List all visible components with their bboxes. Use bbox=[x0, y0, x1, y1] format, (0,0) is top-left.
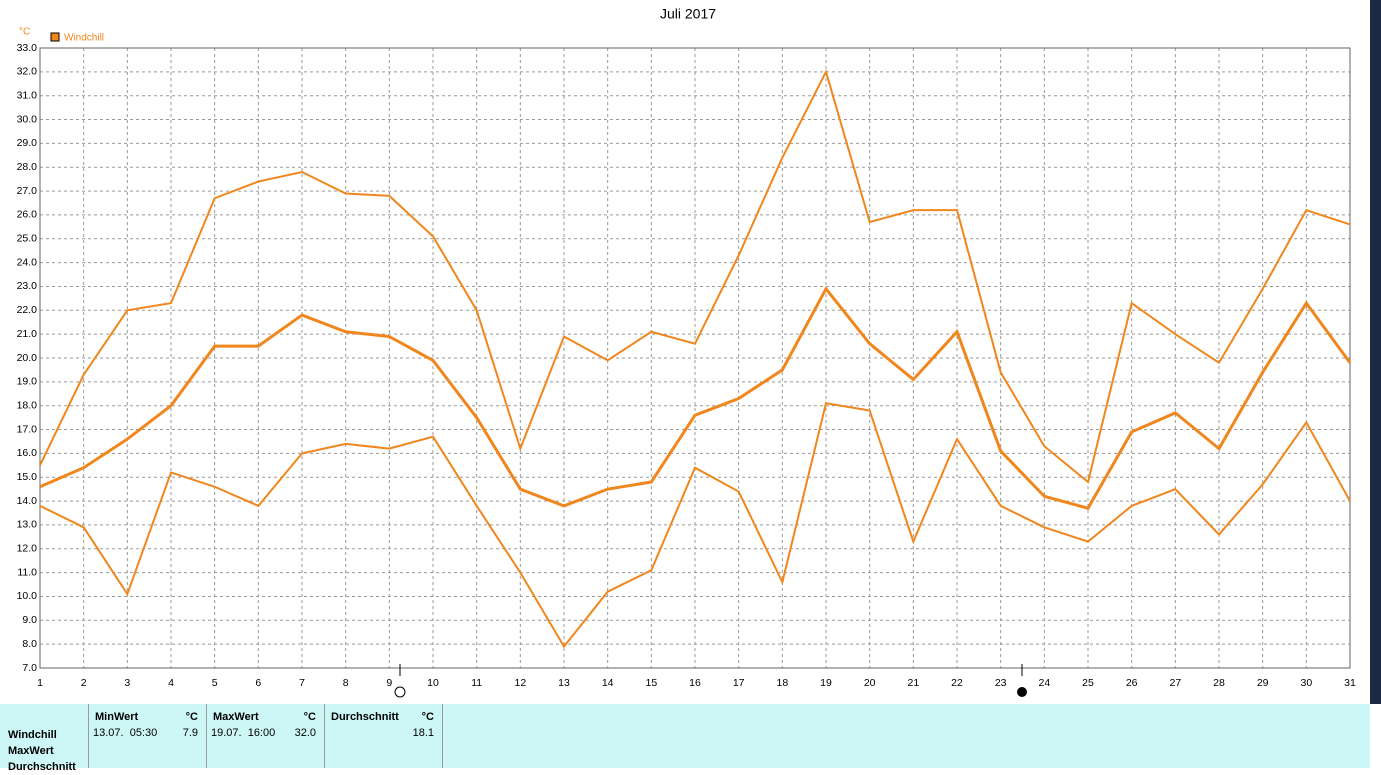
value: 18.1 bbox=[412, 727, 434, 739]
series-line bbox=[39, 402, 1351, 649]
x-tick-label: 15 bbox=[645, 677, 657, 689]
stats-column: MaxWert °C 19.07. 16:00 32.0 bbox=[206, 704, 324, 768]
y-tick-label: 17.0 bbox=[17, 423, 38, 435]
x-tick-label: 17 bbox=[733, 677, 745, 689]
stats-column: MinWert °C 13.07. 05:30 7.9 bbox=[88, 704, 206, 768]
x-tick-label: 2 bbox=[81, 677, 87, 689]
x-tick-label: 1 bbox=[37, 677, 43, 689]
x-tick-label: 24 bbox=[1038, 677, 1050, 689]
y-tick-label: 7.0 bbox=[22, 662, 37, 674]
x-tick-label: 6 bbox=[255, 677, 261, 689]
y-tick-label: 12.0 bbox=[17, 543, 38, 555]
x-tick-label: 18 bbox=[776, 677, 788, 689]
x-tick-label: 9 bbox=[386, 677, 392, 689]
x-tick-label: 20 bbox=[864, 677, 876, 689]
x-tick-label: 31 bbox=[1344, 677, 1356, 689]
window-edge bbox=[1370, 0, 1381, 704]
y-tick-label: 29.0 bbox=[17, 137, 38, 149]
x-tick-label: 27 bbox=[1169, 677, 1181, 689]
y-tick-label: 26.0 bbox=[17, 209, 38, 221]
y-tick-label: 24.0 bbox=[17, 256, 38, 268]
y-tick-label: 25.0 bbox=[17, 233, 38, 245]
x-tick-label: 13 bbox=[558, 677, 570, 689]
y-tick-label: 30.0 bbox=[17, 113, 38, 125]
y-tick-label: 15.0 bbox=[17, 471, 38, 483]
y-tick-label: 19.0 bbox=[17, 376, 38, 388]
legend-label: Windchill bbox=[64, 33, 104, 44]
plot-frame bbox=[39, 47, 1351, 669]
x-tick-label: 19 bbox=[820, 677, 832, 689]
y-tick-label: 8.0 bbox=[22, 638, 37, 650]
x-tick-label: 11 bbox=[471, 677, 482, 689]
value: 32.0 bbox=[294, 727, 316, 739]
y-tick-label: 28.0 bbox=[17, 161, 38, 173]
x-tick-label: 5 bbox=[212, 677, 218, 689]
stats-table: Windchill MaxWert Durchschnitt MinWert °… bbox=[0, 704, 1370, 773]
y-unit: °C bbox=[19, 27, 30, 38]
y-tick-label: 11.0 bbox=[17, 566, 37, 578]
x-tick-label: 16 bbox=[689, 677, 701, 689]
y-tick-label: 20.0 bbox=[17, 352, 38, 364]
row-label: Windchill bbox=[8, 729, 57, 741]
y-tick-label: 9.0 bbox=[22, 614, 37, 626]
y-tick-label: 14.0 bbox=[17, 495, 38, 507]
x-tick-label: 25 bbox=[1082, 677, 1094, 689]
new-moon-icon bbox=[1017, 687, 1027, 697]
y-tick-label: 33.0 bbox=[17, 42, 38, 54]
x-tick-label: 10 bbox=[427, 677, 439, 689]
chart: Juli 2017 °C Windchill 7.0 8.0 9.0 10.0 11.0… bbox=[17, 0, 1381, 704]
x-tick-label: 26 bbox=[1126, 677, 1138, 689]
full-moon-icon bbox=[394, 686, 406, 698]
x-tick-label: 23 bbox=[995, 677, 1007, 689]
series-line bbox=[39, 286, 1352, 510]
column-unit: °C bbox=[185, 711, 198, 723]
stats-column: Durchschnitt °C 18.1 bbox=[324, 704, 443, 768]
series-line bbox=[39, 69, 1351, 484]
y-tick-label: 22.0 bbox=[17, 304, 38, 316]
column-unit: °C bbox=[303, 711, 316, 723]
row-label: MaxWert bbox=[8, 745, 54, 757]
x-tick-label: 8 bbox=[343, 677, 349, 689]
y-tick-label: 31.0 bbox=[17, 89, 38, 101]
x-tick-label: 12 bbox=[514, 677, 526, 689]
y-tick-label: 27.0 bbox=[17, 185, 38, 197]
y-tick-label: 32.0 bbox=[17, 66, 38, 78]
x-tick-label: 30 bbox=[1300, 677, 1312, 689]
x-tick-label: 3 bbox=[124, 677, 130, 689]
y-tick-label: 21.0 bbox=[17, 328, 38, 340]
x-tick-label: 22 bbox=[951, 677, 963, 689]
column-header: MaxWert bbox=[213, 711, 259, 723]
column-header: MinWert bbox=[95, 711, 139, 723]
column-header: Durchschnitt bbox=[331, 711, 399, 723]
column-unit: °C bbox=[421, 711, 434, 723]
x-tick-label: 28 bbox=[1213, 677, 1225, 689]
row-label: Durchschnitt bbox=[8, 761, 76, 773]
y-tick-label: 16.0 bbox=[17, 447, 38, 459]
value: 7.9 bbox=[182, 727, 198, 739]
legend-swatch bbox=[50, 32, 60, 42]
x-tick-label: 29 bbox=[1257, 677, 1269, 689]
x-tick-label: 21 bbox=[907, 677, 919, 689]
chart-title: Juli 2017 bbox=[660, 6, 716, 22]
y-tick-label: 10.0 bbox=[17, 590, 38, 602]
x-tick-label: 14 bbox=[602, 677, 614, 689]
y-tick-label: 23.0 bbox=[17, 280, 38, 292]
time: 19.07. 16:00 bbox=[211, 727, 276, 739]
x-tick-label: 4 bbox=[168, 677, 174, 689]
x-tick-label: 7 bbox=[299, 677, 305, 689]
time: 13.07. 05:30 bbox=[93, 727, 158, 739]
y-tick-label: 13.0 bbox=[17, 519, 38, 531]
y-tick-label: 18.0 bbox=[17, 399, 38, 411]
